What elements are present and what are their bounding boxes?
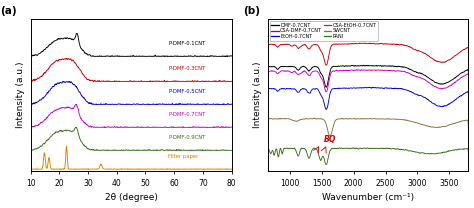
- Text: (a): (a): [0, 6, 17, 16]
- Text: P-DMF-0.9CNT: P-DMF-0.9CNT: [168, 135, 206, 140]
- X-axis label: Wavenumber (cm⁻¹): Wavenumber (cm⁻¹): [322, 193, 414, 202]
- Text: P-DMF-0.1CNT: P-DMF-0.1CNT: [168, 41, 206, 46]
- X-axis label: 2θ (degree): 2θ (degree): [105, 193, 157, 202]
- Y-axis label: Intensity (a.u.): Intensity (a.u.): [16, 62, 25, 128]
- Text: BQ: BQ: [324, 135, 337, 144]
- Text: P-DMF-0.3CNT: P-DMF-0.3CNT: [168, 66, 206, 71]
- Y-axis label: Intensity (a.u.): Intensity (a.u.): [253, 62, 262, 128]
- Text: P-DMF-0.5CNT: P-DMF-0.5CNT: [168, 89, 206, 94]
- Legend: DMF-0.7CNT, CSA-DMF-0.7CNT, EtOH-0.7CNT, CSA-EtOH-0.7CNT, SWCNT, PANI: DMF-0.7CNT, CSA-DMF-0.7CNT, EtOH-0.7CNT,…: [270, 21, 378, 41]
- Text: P-DMF-0.7CNT: P-DMF-0.7CNT: [168, 112, 206, 117]
- Text: Filter paper: Filter paper: [168, 154, 199, 159]
- Text: (b): (b): [243, 6, 260, 16]
